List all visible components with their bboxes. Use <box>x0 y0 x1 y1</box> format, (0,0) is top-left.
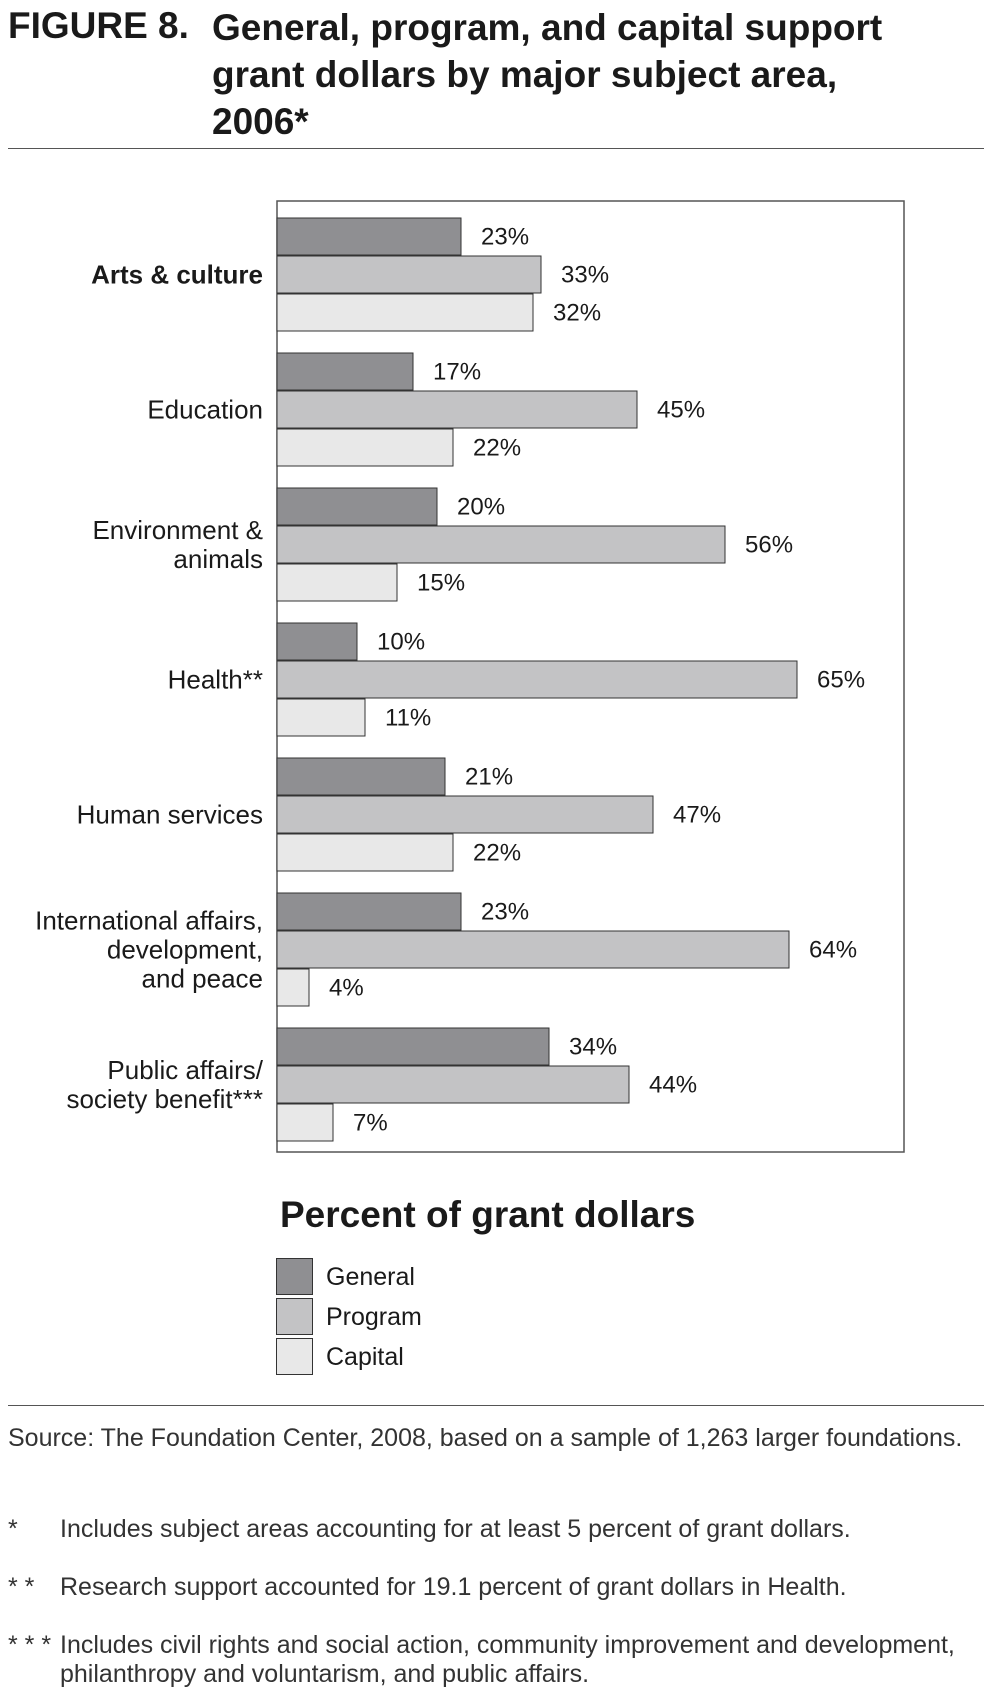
top-divider <box>8 148 984 149</box>
bar-education-program <box>276 390 638 429</box>
bar-education-general <box>276 352 414 391</box>
category-label-education: Education <box>147 395 263 425</box>
value-label-international-affairs-development-and-peace-program: 64% <box>809 937 857 964</box>
value-label-education-capital: 22% <box>473 435 521 462</box>
legend-label-general: General <box>326 1263 415 1291</box>
bar-health-capital <box>276 698 366 737</box>
footnote-1-mark: * <box>8 1515 18 1543</box>
bar-public-affairs-society-benefit-program <box>276 1065 630 1104</box>
value-label-arts-culture-general: 23% <box>481 224 529 251</box>
bar-environment-animals-program <box>276 525 726 564</box>
value-label-health-general: 10% <box>377 629 425 656</box>
bar-environment-animals-general <box>276 487 438 526</box>
bars <box>276 217 798 1142</box>
legend-label-program: Program <box>326 1303 422 1331</box>
bar-arts-culture-capital <box>276 293 534 332</box>
value-label-human-services-general: 21% <box>465 764 513 791</box>
value-label-education-general: 17% <box>433 359 481 386</box>
footnote-2: * * Research support accounted for 19.1 … <box>8 1573 984 1603</box>
value-label-education-program: 45% <box>657 397 705 424</box>
bar-public-affairs-society-benefit-capital <box>276 1103 334 1142</box>
category-label-human-services: Human services <box>77 800 263 830</box>
bar-international-affairs-development-and-peace-capital <box>276 968 310 1007</box>
bar-health-program <box>276 660 798 699</box>
bar-human-services-capital <box>276 833 454 872</box>
value-label-health-program: 65% <box>817 667 865 694</box>
value-label-environment-animals-capital: 15% <box>417 570 465 597</box>
footnote-3-mark: * * * <box>8 1631 52 1659</box>
bar-environment-animals-capital <box>276 563 398 602</box>
bar-human-services-program <box>276 795 654 834</box>
bar-arts-culture-general <box>276 217 462 256</box>
footnote-3-text: Includes civil rights and social action,… <box>60 1631 955 1688</box>
value-label-arts-culture-capital: 32% <box>553 300 601 327</box>
value-label-environment-animals-program: 56% <box>745 532 793 559</box>
figure-label: FIGURE 8. <box>8 5 189 46</box>
footnote-1: * Includes subject areas accounting for … <box>8 1515 984 1545</box>
value-label-human-services-capital: 22% <box>473 840 521 867</box>
value-label-international-affairs-development-and-peace-general: 23% <box>481 899 529 926</box>
bar-arts-culture-program <box>276 255 542 294</box>
bar-education-capital <box>276 428 454 467</box>
footnote-3: * * * Includes civil rights and social a… <box>8 1631 984 1691</box>
x-axis-title: Percent of grant dollars <box>280 1194 696 1235</box>
value-label-public-affairs-society-benefit-general: 34% <box>569 1034 617 1061</box>
footnote-2-mark: * * <box>8 1573 35 1601</box>
value-label-arts-culture-program: 33% <box>561 262 609 289</box>
value-label-public-affairs-society-benefit-capital: 7% <box>353 1110 388 1137</box>
bar-international-affairs-development-and-peace-program <box>276 930 790 969</box>
value-label-human-services-program: 47% <box>673 802 721 829</box>
value-label-health-capital: 11% <box>385 705 431 732</box>
bar-human-services-general <box>276 757 446 796</box>
bar-international-affairs-development-and-peace-general <box>276 892 462 931</box>
legend-label-capital: Capital <box>326 1343 404 1371</box>
figure-title: General, program, and capital support gr… <box>212 7 883 142</box>
category-label-environment-animals: Environment & animals <box>92 515 263 574</box>
category-labels: Arts & culture Education Environment & anim… <box>35 260 264 1115</box>
value-label-international-affairs-development-and-peace-capital: 4% <box>329 975 364 1002</box>
value-labels: 23% 33% 32% 17% 45% 22% 20% 56% 15% 10% 65% 11% 21% 4… <box>329 224 865 1137</box>
footnote-2-text: Research support accounted for 19.1 perc… <box>60 1573 847 1601</box>
footnote-1-text: Includes subject areas accounting for at… <box>60 1515 851 1543</box>
category-label-public-affairs-society-benefit: Public affairs/society benefit*** <box>66 1055 263 1114</box>
legend-swatch-capital <box>276 1338 313 1375</box>
source-note: Source: The Foundation Center, 2008, bas… <box>8 1424 963 1452</box>
bar-health-general <box>276 622 358 661</box>
legend-swatch-program <box>276 1298 313 1335</box>
category-label-health: Health** <box>168 665 263 695</box>
value-label-public-affairs-society-benefit-program: 44% <box>649 1072 697 1099</box>
category-label-international-affairs-development-and-peace: International affairs, development, and pe… <box>35 906 263 994</box>
category-label-arts-culture: Arts & culture <box>91 260 263 290</box>
value-label-environment-animals-general: 20% <box>457 494 505 521</box>
bar-public-affairs-society-benefit-general <box>276 1027 550 1066</box>
bottom-divider <box>8 1405 984 1406</box>
legend-swatch-general <box>276 1258 313 1295</box>
bar-chart: Arts & culture Education Environment & anim… <box>35 200 905 1153</box>
